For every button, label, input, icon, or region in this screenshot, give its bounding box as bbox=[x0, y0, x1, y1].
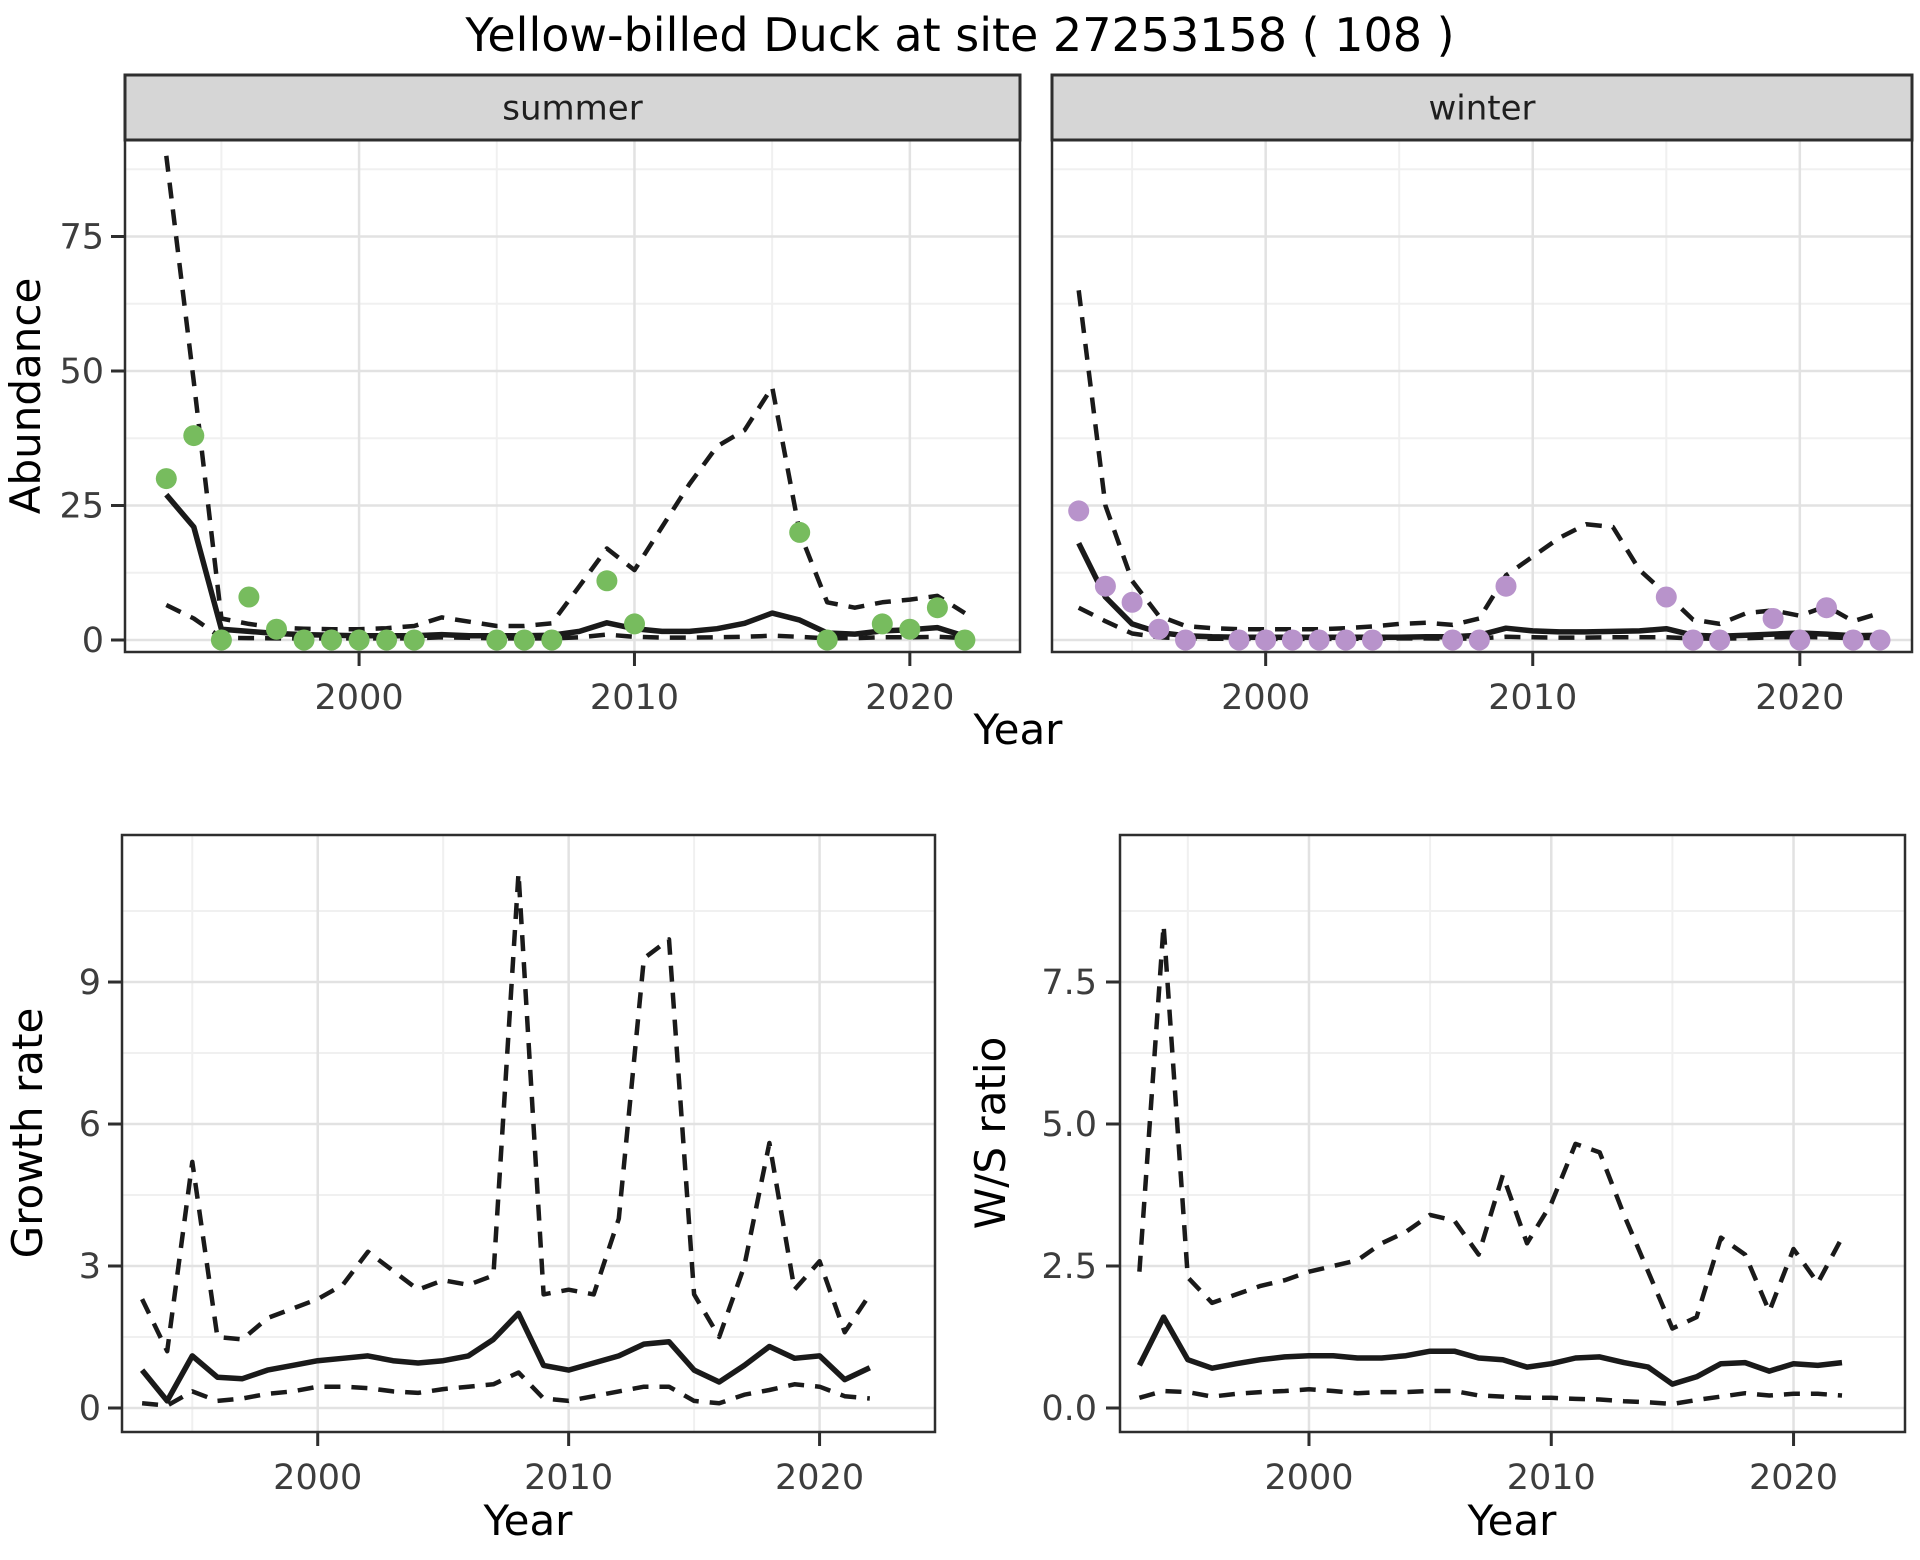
growth-rate-x-tick-label: 2010 bbox=[524, 1458, 613, 1498]
abundance-winter-observation-dot bbox=[1495, 575, 1517, 597]
abundance-summer-facet-strip-label: summer bbox=[502, 89, 642, 129]
abundance-summer-panel-background bbox=[125, 140, 1020, 652]
abundance-winter-x-tick-label: 2020 bbox=[1755, 678, 1844, 718]
abundance-winter-observation-dot bbox=[1468, 629, 1490, 651]
abundance-summer-observation-dot bbox=[596, 570, 618, 592]
ws-ratio-y-tick-label: 5.0 bbox=[1041, 1105, 1097, 1145]
abundance-winter-observation-dot bbox=[1308, 629, 1330, 651]
growth-rate-x-axis-title: Year bbox=[483, 1496, 574, 1545]
growth-rate-panel-border bbox=[120, 833, 937, 1434]
ws-ratio-y-tick-label: 2.5 bbox=[1041, 1247, 1097, 1287]
top-row-x-axis-title: Year bbox=[973, 705, 1064, 754]
abundance-summer-observation-dot bbox=[321, 629, 342, 651]
abundance-winter-observation-dot bbox=[1228, 629, 1250, 651]
abundance-winter-observation-dot bbox=[1335, 629, 1357, 651]
ws-ratio-panel-border bbox=[1118, 833, 1907, 1434]
abundance-summer-observation-dot bbox=[266, 618, 287, 640]
growth-rate-ci-lower-line bbox=[141, 1370, 871, 1408]
ws-ratio-x-tick-label: 2000 bbox=[1264, 1458, 1353, 1498]
abundance-winter-observation-dot bbox=[1121, 591, 1143, 613]
abundance-summer-observation-dot bbox=[376, 629, 398, 651]
abundance-summer-x-tick-label: 2000 bbox=[315, 678, 404, 718]
abundance-summer-observation-dot bbox=[871, 613, 893, 635]
abundance-winter-observation-dot bbox=[1869, 629, 1891, 651]
abundance-summer-y-tick-label: 50 bbox=[59, 352, 104, 392]
abundance-winter-observation-dot bbox=[1816, 597, 1837, 619]
abundance-summer-observation-dot bbox=[403, 629, 425, 651]
abundance-summer-observation-dot bbox=[926, 597, 948, 619]
growth-rate-y-tick-label: 6 bbox=[79, 1105, 101, 1145]
abundance-winter-facet-strip-label: winter bbox=[1428, 89, 1535, 129]
abundance-winter-observation-dot bbox=[1655, 586, 1677, 608]
abundance-summer-y-tick-label: 75 bbox=[59, 218, 104, 258]
abundance-winter-observation-dot bbox=[1094, 575, 1116, 597]
growth-rate-ci-upper-line bbox=[140, 870, 872, 1354]
abundance-winter-observation-dot bbox=[1442, 629, 1464, 651]
abundance-winter-observation-dot bbox=[1362, 629, 1383, 651]
abundance-summer-observation-dot bbox=[816, 629, 838, 651]
abundance-winter-x-tick-label: 2010 bbox=[1488, 678, 1577, 718]
growth-rate-x-tick-label: 2000 bbox=[273, 1458, 362, 1498]
growth-rate-y-tick-label: 0 bbox=[79, 1389, 101, 1429]
abundance-summer-observation-dot bbox=[210, 629, 232, 651]
abundance-winter-panel-background bbox=[1052, 140, 1912, 652]
abundance-summer-ci-upper-line bbox=[164, 155, 967, 632]
ws-ratio-ci-lower-line bbox=[1138, 1387, 1843, 1407]
abundance-winter-observation-dot bbox=[1709, 629, 1731, 651]
abundance-summer-facet-strip bbox=[123, 73, 1022, 142]
abundance-summer-y-tick-label: 0 bbox=[82, 621, 104, 661]
abundance-winter-x-tick-label: 2000 bbox=[1221, 678, 1310, 718]
abundance-summer-observation-dot bbox=[293, 629, 315, 651]
abundance-winter-observation-dot bbox=[1762, 608, 1784, 629]
abundance-winter-observation-dot bbox=[1789, 629, 1811, 651]
figure-title: Yellow-billed Duck at site 27253158 ( 10… bbox=[465, 8, 1455, 62]
abundance-winter-observation-dot bbox=[1068, 500, 1090, 522]
growth-rate-y-axis-title: Growth rate bbox=[3, 1008, 52, 1259]
abundance-summer-y-axis-title: Abundance bbox=[1, 278, 50, 515]
growth-rate-fit-line bbox=[139, 1310, 871, 1404]
abundance-summer-observation-dot bbox=[486, 629, 508, 651]
abundance-summer-observation-dot bbox=[183, 425, 205, 447]
abundance-summer-observation-dot bbox=[899, 618, 921, 640]
abundance-summer-y-tick-label: 25 bbox=[59, 487, 104, 527]
abundance-summer-observation-dot bbox=[954, 629, 976, 651]
abundance-summer-observation-dot bbox=[624, 613, 645, 635]
ws-ratio-ci-upper-line bbox=[1137, 922, 1844, 1331]
abundance-winter-observation-dot bbox=[1842, 629, 1864, 651]
abundance-summer-observation-dot bbox=[238, 586, 260, 608]
abundance-winter-facet-strip bbox=[1050, 73, 1914, 142]
ws-ratio-y-axis-title: W/S ratio bbox=[966, 1037, 1015, 1230]
ws-ratio-x-axis-title: Year bbox=[1467, 1496, 1558, 1545]
abundance-summer-observation-dot bbox=[513, 629, 535, 651]
growth-rate-y-tick-label: 9 bbox=[79, 963, 101, 1003]
abundance-summer-x-tick-label: 2020 bbox=[865, 678, 954, 718]
growth-rate-panel-background bbox=[122, 835, 935, 1432]
growth-rate-y-tick-label: 3 bbox=[79, 1247, 101, 1287]
abundance-winter-observation-dot bbox=[1255, 629, 1277, 651]
abundance-summer-observation-dot bbox=[541, 629, 563, 651]
abundance-summer-observation-dot bbox=[348, 629, 370, 651]
abundance-winter-observation-dot bbox=[1148, 618, 1170, 640]
ws-ratio-panel-background bbox=[1120, 835, 1905, 1432]
abundance-summer-observation-dot bbox=[789, 521, 811, 543]
abundance-summer-observation-dot bbox=[155, 468, 177, 490]
abundance-summer-x-tick-label: 2010 bbox=[590, 678, 679, 718]
ws-ratio-y-tick-label: 7.5 bbox=[1041, 963, 1097, 1003]
abundance-winter-observation-dot bbox=[1682, 629, 1704, 651]
ws-ratio-fit-line bbox=[1136, 1314, 1843, 1387]
ws-ratio-x-tick-label: 2020 bbox=[1749, 1458, 1838, 1498]
ws-ratio-x-tick-label: 2010 bbox=[1507, 1458, 1596, 1498]
abundance-winter-observation-dot bbox=[1281, 629, 1303, 651]
abundance-winter-observation-dot bbox=[1175, 629, 1196, 651]
ws-ratio-y-tick-label: 0.0 bbox=[1041, 1389, 1097, 1429]
growth-rate-x-tick-label: 2020 bbox=[775, 1458, 864, 1498]
